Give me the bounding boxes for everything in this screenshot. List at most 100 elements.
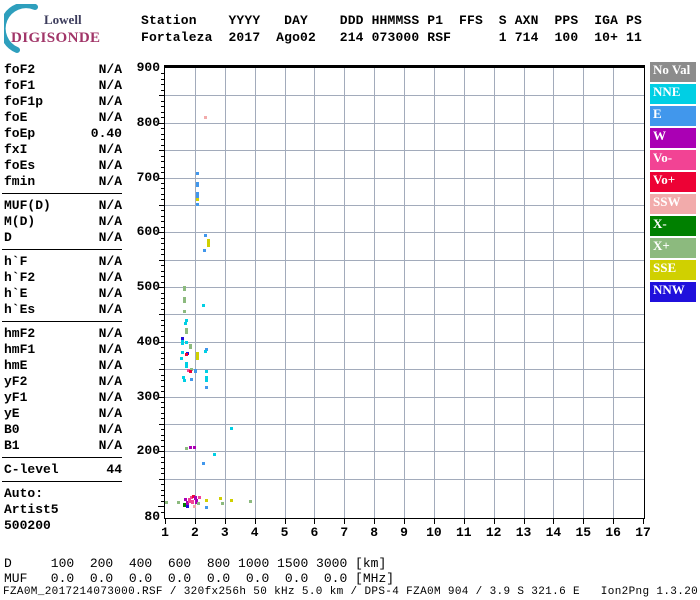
param-value: N/A — [98, 142, 122, 157]
y-axis-tick — [161, 407, 164, 409]
legend-item-Vo+: Vo+ — [650, 172, 696, 192]
param-label: Auto: — [4, 486, 44, 501]
y-axis-tick — [161, 429, 164, 431]
param-value: N/A — [98, 302, 122, 317]
y-axis-tick — [161, 330, 164, 332]
section-divider — [2, 321, 122, 322]
x-axis-label: 4 — [250, 525, 259, 540]
gridline-vertical — [553, 68, 555, 518]
param-label: foEp — [4, 126, 36, 141]
legend-item-SSW: SSW — [650, 194, 696, 214]
param-row-foF2: foF2 N/A — [4, 62, 122, 78]
x-axis-tick — [583, 519, 585, 524]
param-row-B1: B1 N/A — [4, 438, 122, 454]
data-point — [204, 386, 208, 390]
file-info-footer: FZA0M_2017214073000.RSF / 320fx256h 50 k… — [3, 586, 699, 598]
y-axis-tick — [158, 287, 164, 289]
parameter-panel: foF2 N/A foF1 N/A foF1p N/A foE N/A foEp 0.40 fxI N… — [2, 62, 122, 534]
param-row-hF2: h`F2 N/A — [4, 270, 122, 286]
x-axis-label: 2 — [190, 525, 199, 540]
section-divider — [2, 457, 122, 458]
param-label: hmE — [4, 358, 28, 373]
data-point — [189, 495, 193, 499]
y-axis-tick — [161, 358, 164, 360]
y-axis-tick — [161, 155, 164, 157]
data-point — [201, 304, 205, 308]
section-divider — [2, 249, 122, 250]
y-axis-tick — [161, 161, 164, 163]
data-point — [184, 328, 188, 334]
param-value: N/A — [98, 342, 122, 357]
data-point — [204, 499, 208, 503]
ionogram-plot — [165, 68, 644, 518]
x-axis-tick — [284, 519, 286, 524]
data-point — [179, 357, 183, 361]
param-row-D: D N/A — [4, 230, 122, 246]
param-value: N/A — [98, 254, 122, 269]
x-axis-label: 3 — [220, 525, 229, 540]
y-axis-label: 600 — [136, 224, 160, 240]
gridline-horizontal — [165, 423, 644, 425]
x-axis-label: 15 — [575, 525, 592, 540]
y-axis-tick — [161, 308, 164, 310]
param-label: fmin — [4, 174, 36, 189]
data-point — [193, 495, 197, 500]
data-point — [204, 370, 208, 374]
data-point — [181, 336, 185, 340]
param-label: foE — [4, 110, 28, 125]
y-axis-label: 700 — [136, 169, 160, 185]
gridline-horizontal — [165, 204, 644, 206]
gridline-vertical — [254, 68, 256, 518]
data-point — [195, 192, 199, 198]
data-point — [220, 502, 224, 506]
param-row-MD: M(D) N/A — [4, 214, 122, 230]
data-point — [176, 500, 180, 504]
param-value: N/A — [98, 158, 122, 173]
y-axis-tick — [161, 248, 164, 250]
data-point — [195, 198, 199, 202]
x-axis-tick — [374, 519, 376, 524]
x-axis-tick — [254, 519, 256, 524]
data-point — [212, 452, 216, 456]
param-label: 500200 — [4, 518, 51, 533]
y-axis-tick — [161, 511, 164, 513]
y-axis-tick — [161, 484, 164, 486]
data-point — [192, 445, 196, 449]
data-point — [229, 426, 233, 430]
digisonde-logo: Lowell DIGISONDE — [4, 4, 116, 54]
y-axis-tick — [161, 352, 164, 354]
y-axis-label: 500 — [136, 279, 160, 295]
y-axis-tick — [161, 78, 164, 80]
data-point — [182, 296, 186, 304]
y-axis-tick — [161, 100, 164, 102]
y-axis-label: 80 — [144, 509, 160, 524]
y-axis-tick — [161, 336, 164, 338]
param-label: h`E — [4, 286, 28, 301]
param-value: N/A — [98, 438, 122, 453]
param-value: N/A — [98, 270, 122, 285]
param-row-yF1: yF1 N/A — [4, 390, 122, 406]
y-axis-tick — [161, 199, 164, 201]
y-axis-tick — [161, 265, 164, 267]
param-label: foF1p — [4, 94, 44, 109]
data-point — [184, 361, 188, 368]
y-axis-tick — [161, 418, 164, 420]
param-row-Clevel: C-level 44 — [4, 462, 122, 478]
y-axis-tick — [161, 193, 164, 195]
param-label: foF1 — [4, 78, 36, 93]
data-point — [185, 505, 189, 509]
legend-item-NNW: NNW — [650, 282, 696, 302]
param-value: N/A — [98, 358, 122, 373]
gridline-horizontal — [165, 451, 644, 453]
data-point — [182, 378, 186, 382]
data-point — [197, 495, 201, 499]
y-axis-label: 400 — [136, 333, 160, 349]
param-label: foEs — [4, 158, 36, 173]
x-axis-tick — [433, 519, 435, 524]
y-axis-tick — [158, 506, 164, 508]
data-point — [204, 350, 208, 354]
y-axis-tick — [161, 462, 164, 464]
gridline-horizontal — [165, 150, 644, 152]
y-axis-tick — [161, 319, 164, 321]
data-point — [184, 497, 188, 502]
